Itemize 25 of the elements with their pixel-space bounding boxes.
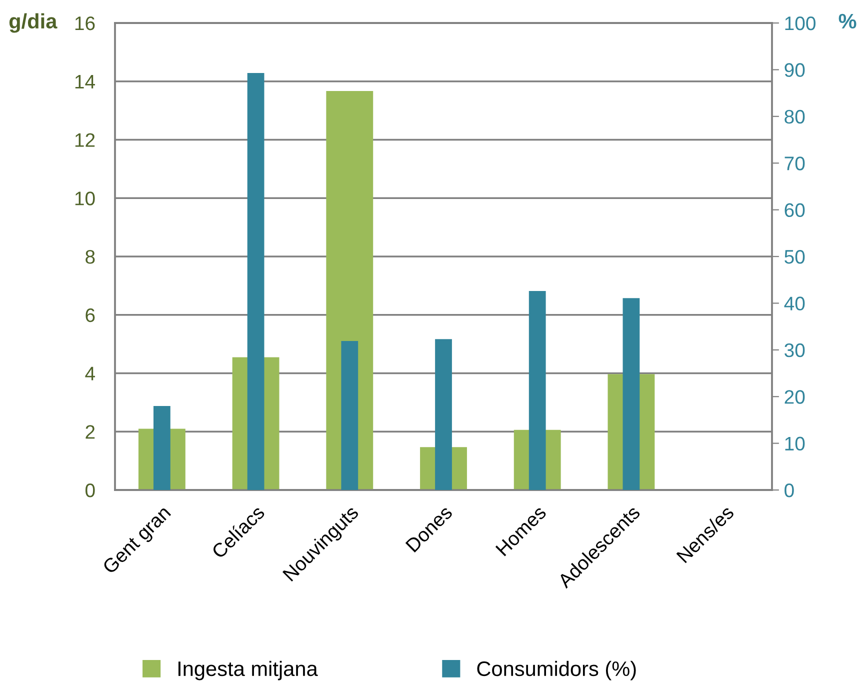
y-axis-title: g/dia	[9, 13, 58, 33]
y2-tick-label: 70	[784, 156, 805, 170]
y-tick-label: 14	[75, 75, 95, 88]
y2-tick-label: 50	[784, 250, 805, 264]
y2-tick-label: 40	[784, 296, 805, 310]
y2-tick-label: 60	[784, 203, 805, 218]
y2-tick-label: 80	[784, 110, 805, 124]
y-tick-label: 8	[86, 250, 95, 264]
y2-tick-label: 10	[785, 436, 805, 451]
bar	[341, 341, 358, 490]
y-tick-label: 10	[75, 192, 95, 206]
y-tick-label: 2	[86, 425, 95, 439]
y2-tick-label: 20	[784, 390, 805, 404]
legend-label: Ingesta mitjana	[178, 660, 318, 680]
y-tick-label: 0	[86, 483, 95, 498]
y-tick-label: 12	[75, 133, 95, 147]
y2-tick-label: 90	[784, 63, 805, 77]
y2-tick-label: 30	[784, 343, 805, 358]
y2-axis-title: %	[838, 14, 856, 29]
y2-tick-label: 0	[784, 483, 794, 498]
y-tick-label: 16	[75, 16, 95, 30]
legend-label: Consumidors (%)	[477, 660, 636, 680]
y2-tick-label: 100	[785, 16, 816, 30]
y-tick-label: 4	[85, 366, 95, 380]
y-tick-label: 6	[86, 308, 95, 322]
